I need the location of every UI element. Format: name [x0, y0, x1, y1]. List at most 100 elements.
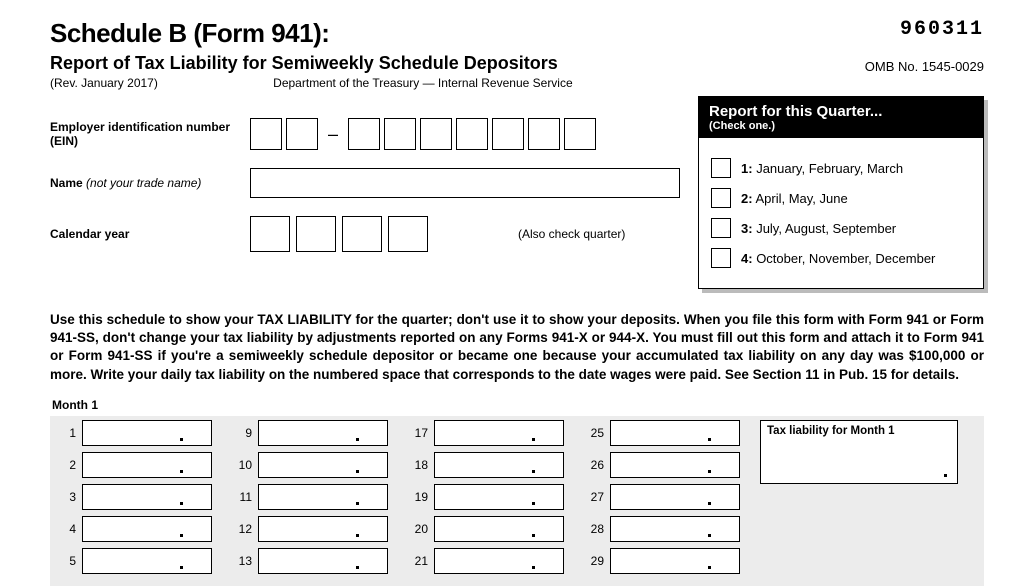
ein-box[interactable] [456, 118, 488, 150]
day-input[interactable] [82, 548, 212, 574]
day-row: 25 [584, 420, 740, 446]
day-input[interactable] [434, 516, 564, 542]
day-row: 3 [56, 484, 212, 510]
year-input-group[interactable] [250, 216, 428, 252]
day-number: 9 [232, 426, 252, 440]
day-input[interactable] [258, 484, 388, 510]
day-row: 21 [408, 548, 564, 574]
day-number: 11 [232, 490, 252, 504]
quarter-option-3[interactable]: 3: July, August, September [711, 218, 971, 238]
day-input[interactable] [610, 420, 740, 446]
month1-total-label: Tax liability for Month 1 [767, 425, 951, 437]
year-box[interactable] [342, 216, 382, 252]
day-row: 12 [232, 516, 388, 542]
checkbox[interactable] [711, 218, 731, 238]
month1-day-grid: 1234591011121317181920212526272829 [56, 420, 740, 580]
quarter-selection-box: Report for this Quarter... (Check one.) … [698, 96, 984, 289]
day-number: 4 [56, 522, 76, 536]
ein-box[interactable] [286, 118, 318, 150]
day-input[interactable] [610, 516, 740, 542]
day-number: 10 [232, 458, 252, 472]
revision-date: (Rev. January 2017) [50, 76, 158, 90]
day-number: 5 [56, 554, 76, 568]
quarter-title: Report for this Quarter... [709, 103, 973, 120]
year-box[interactable] [296, 216, 336, 252]
day-input[interactable] [610, 548, 740, 574]
day-input[interactable] [258, 548, 388, 574]
checkbox[interactable] [711, 188, 731, 208]
ein-box[interactable] [384, 118, 416, 150]
form-code: 960311 [900, 18, 984, 41]
department-line: Department of the Treasury — Internal Re… [158, 76, 688, 90]
day-row: 19 [408, 484, 564, 510]
day-input[interactable] [434, 452, 564, 478]
day-input[interactable] [434, 484, 564, 510]
checkbox[interactable] [711, 158, 731, 178]
day-number: 20 [408, 522, 428, 536]
quarter-subtitle: (Check one.) [709, 120, 973, 132]
ein-input-group[interactable]: – [250, 118, 596, 150]
day-number: 2 [56, 458, 76, 472]
day-number: 27 [584, 490, 604, 504]
day-number: 12 [232, 522, 252, 536]
day-input[interactable] [82, 516, 212, 542]
year-label: Calendar year [50, 227, 250, 241]
ein-box[interactable] [250, 118, 282, 150]
name-label: Name (not your trade name) [50, 176, 250, 190]
day-row: 18 [408, 452, 564, 478]
omb-number: OMB No. 1545-0029 [865, 59, 984, 74]
day-row: 10 [232, 452, 388, 478]
also-check-quarter: (Also check quarter) [518, 227, 625, 241]
day-row: 28 [584, 516, 740, 542]
day-number: 17 [408, 426, 428, 440]
form-title: Schedule B (Form 941): [50, 18, 329, 49]
day-row: 11 [232, 484, 388, 510]
day-input[interactable] [82, 420, 212, 446]
month1-total-box[interactable]: Tax liability for Month 1 [760, 420, 958, 484]
day-row: 1 [56, 420, 212, 446]
name-input[interactable] [250, 168, 680, 198]
ein-label: Employer identification number (EIN) [50, 120, 250, 149]
ein-box[interactable] [492, 118, 524, 150]
day-input[interactable] [610, 452, 740, 478]
day-number: 3 [56, 490, 76, 504]
day-number: 25 [584, 426, 604, 440]
ein-dash: – [328, 124, 338, 145]
day-input[interactable] [434, 548, 564, 574]
ein-box[interactable] [348, 118, 380, 150]
ein-box[interactable] [528, 118, 560, 150]
ein-box[interactable] [420, 118, 452, 150]
day-input[interactable] [434, 420, 564, 446]
day-input[interactable] [258, 516, 388, 542]
day-row: 4 [56, 516, 212, 542]
day-input[interactable] [82, 484, 212, 510]
year-box[interactable] [388, 216, 428, 252]
day-row: 13 [232, 548, 388, 574]
quarter-option-4[interactable]: 4: October, November, December [711, 248, 971, 268]
day-row: 26 [584, 452, 740, 478]
day-row: 20 [408, 516, 564, 542]
day-number: 18 [408, 458, 428, 472]
day-number: 28 [584, 522, 604, 536]
year-box[interactable] [250, 216, 290, 252]
day-number: 26 [584, 458, 604, 472]
quarter-option-2[interactable]: 2: April, May, June [711, 188, 971, 208]
day-row: 17 [408, 420, 564, 446]
day-row: 9 [232, 420, 388, 446]
form-subtitle: Report of Tax Liability for Semiweekly S… [50, 53, 558, 74]
day-number: 19 [408, 490, 428, 504]
checkbox[interactable] [711, 248, 731, 268]
day-input[interactable] [258, 452, 388, 478]
month1-title: Month 1 [50, 394, 984, 416]
day-row: 27 [584, 484, 740, 510]
day-input[interactable] [82, 452, 212, 478]
day-input[interactable] [258, 420, 388, 446]
day-number: 13 [232, 554, 252, 568]
day-row: 29 [584, 548, 740, 574]
day-row: 5 [56, 548, 212, 574]
day-number: 21 [408, 554, 428, 568]
ein-box[interactable] [564, 118, 596, 150]
day-input[interactable] [610, 484, 740, 510]
quarter-option-1[interactable]: 1: January, February, March [711, 158, 971, 178]
day-number: 29 [584, 554, 604, 568]
